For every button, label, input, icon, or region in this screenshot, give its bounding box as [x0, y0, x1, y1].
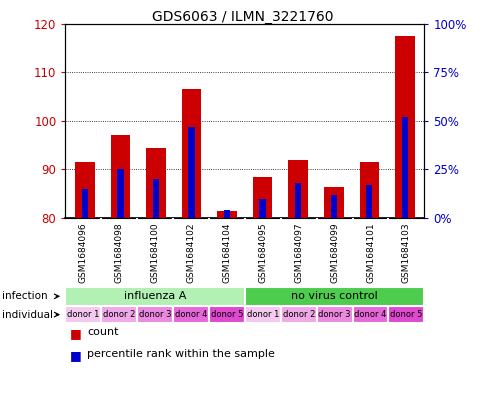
- Text: GSM1684102: GSM1684102: [186, 222, 195, 283]
- Bar: [110, 136, 130, 218]
- Text: donor 1: donor 1: [246, 310, 278, 319]
- Text: GSM1684097: GSM1684097: [294, 222, 302, 283]
- Bar: [280, 306, 316, 323]
- Text: individual: individual: [2, 310, 53, 320]
- Bar: [288, 160, 307, 218]
- Text: GSM1684096: GSM1684096: [79, 222, 88, 283]
- Text: GSM1684103: GSM1684103: [401, 222, 410, 283]
- Text: donor 2: donor 2: [103, 310, 135, 319]
- Bar: [75, 162, 94, 218]
- Bar: [146, 148, 166, 218]
- Bar: [152, 179, 159, 218]
- Bar: [359, 162, 378, 218]
- Text: no virus control: no virus control: [291, 291, 377, 301]
- Bar: [217, 211, 237, 218]
- Text: count: count: [87, 327, 119, 337]
- Text: GSM1684095: GSM1684095: [258, 222, 267, 283]
- Text: GSM1684098: GSM1684098: [115, 222, 123, 283]
- Bar: [82, 189, 88, 218]
- Bar: [259, 199, 265, 218]
- Bar: [330, 195, 336, 218]
- Bar: [294, 183, 301, 218]
- Text: donor 3: donor 3: [138, 310, 171, 319]
- Text: ■: ■: [70, 349, 82, 362]
- Bar: [209, 306, 244, 323]
- Text: GDS6063 / ILMN_3221760: GDS6063 / ILMN_3221760: [151, 10, 333, 24]
- Bar: [117, 169, 123, 218]
- Bar: [388, 306, 424, 323]
- Bar: [65, 287, 244, 306]
- Bar: [101, 306, 137, 323]
- Bar: [173, 306, 209, 323]
- Text: donor 1: donor 1: [67, 310, 99, 319]
- Bar: [182, 89, 201, 218]
- Text: ■: ■: [70, 327, 82, 340]
- Bar: [365, 185, 372, 218]
- Text: infection: infection: [2, 291, 48, 301]
- Text: percentile rank within the sample: percentile rank within the sample: [87, 349, 274, 359]
- Text: GSM1684101: GSM1684101: [365, 222, 374, 283]
- Text: donor 4: donor 4: [354, 310, 386, 319]
- Text: donor 5: donor 5: [390, 310, 422, 319]
- Bar: [252, 177, 272, 218]
- Text: donor 2: donor 2: [282, 310, 314, 319]
- Bar: [244, 306, 280, 323]
- Bar: [244, 287, 424, 306]
- Bar: [224, 210, 230, 218]
- Text: donor 3: donor 3: [318, 310, 350, 319]
- Bar: [188, 127, 195, 218]
- Text: GSM1684100: GSM1684100: [151, 222, 159, 283]
- Bar: [137, 306, 173, 323]
- Text: GSM1684104: GSM1684104: [222, 222, 231, 283]
- Text: donor 5: donor 5: [211, 310, 242, 319]
- Bar: [65, 306, 101, 323]
- Bar: [394, 36, 414, 218]
- Bar: [323, 187, 343, 218]
- Bar: [401, 117, 407, 218]
- Bar: [352, 306, 388, 323]
- Bar: [316, 306, 352, 323]
- Text: influenza A: influenza A: [124, 291, 186, 301]
- Text: GSM1684099: GSM1684099: [330, 222, 338, 283]
- Text: donor 4: donor 4: [175, 310, 207, 319]
